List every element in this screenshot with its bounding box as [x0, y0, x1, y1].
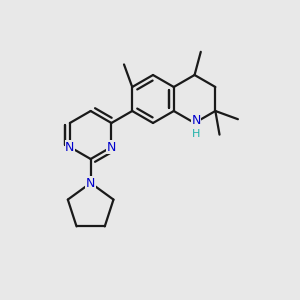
Text: N: N: [191, 114, 201, 127]
Text: H: H: [192, 129, 200, 140]
Text: N: N: [107, 140, 116, 154]
Text: N: N: [65, 140, 74, 154]
Text: N: N: [86, 176, 95, 190]
